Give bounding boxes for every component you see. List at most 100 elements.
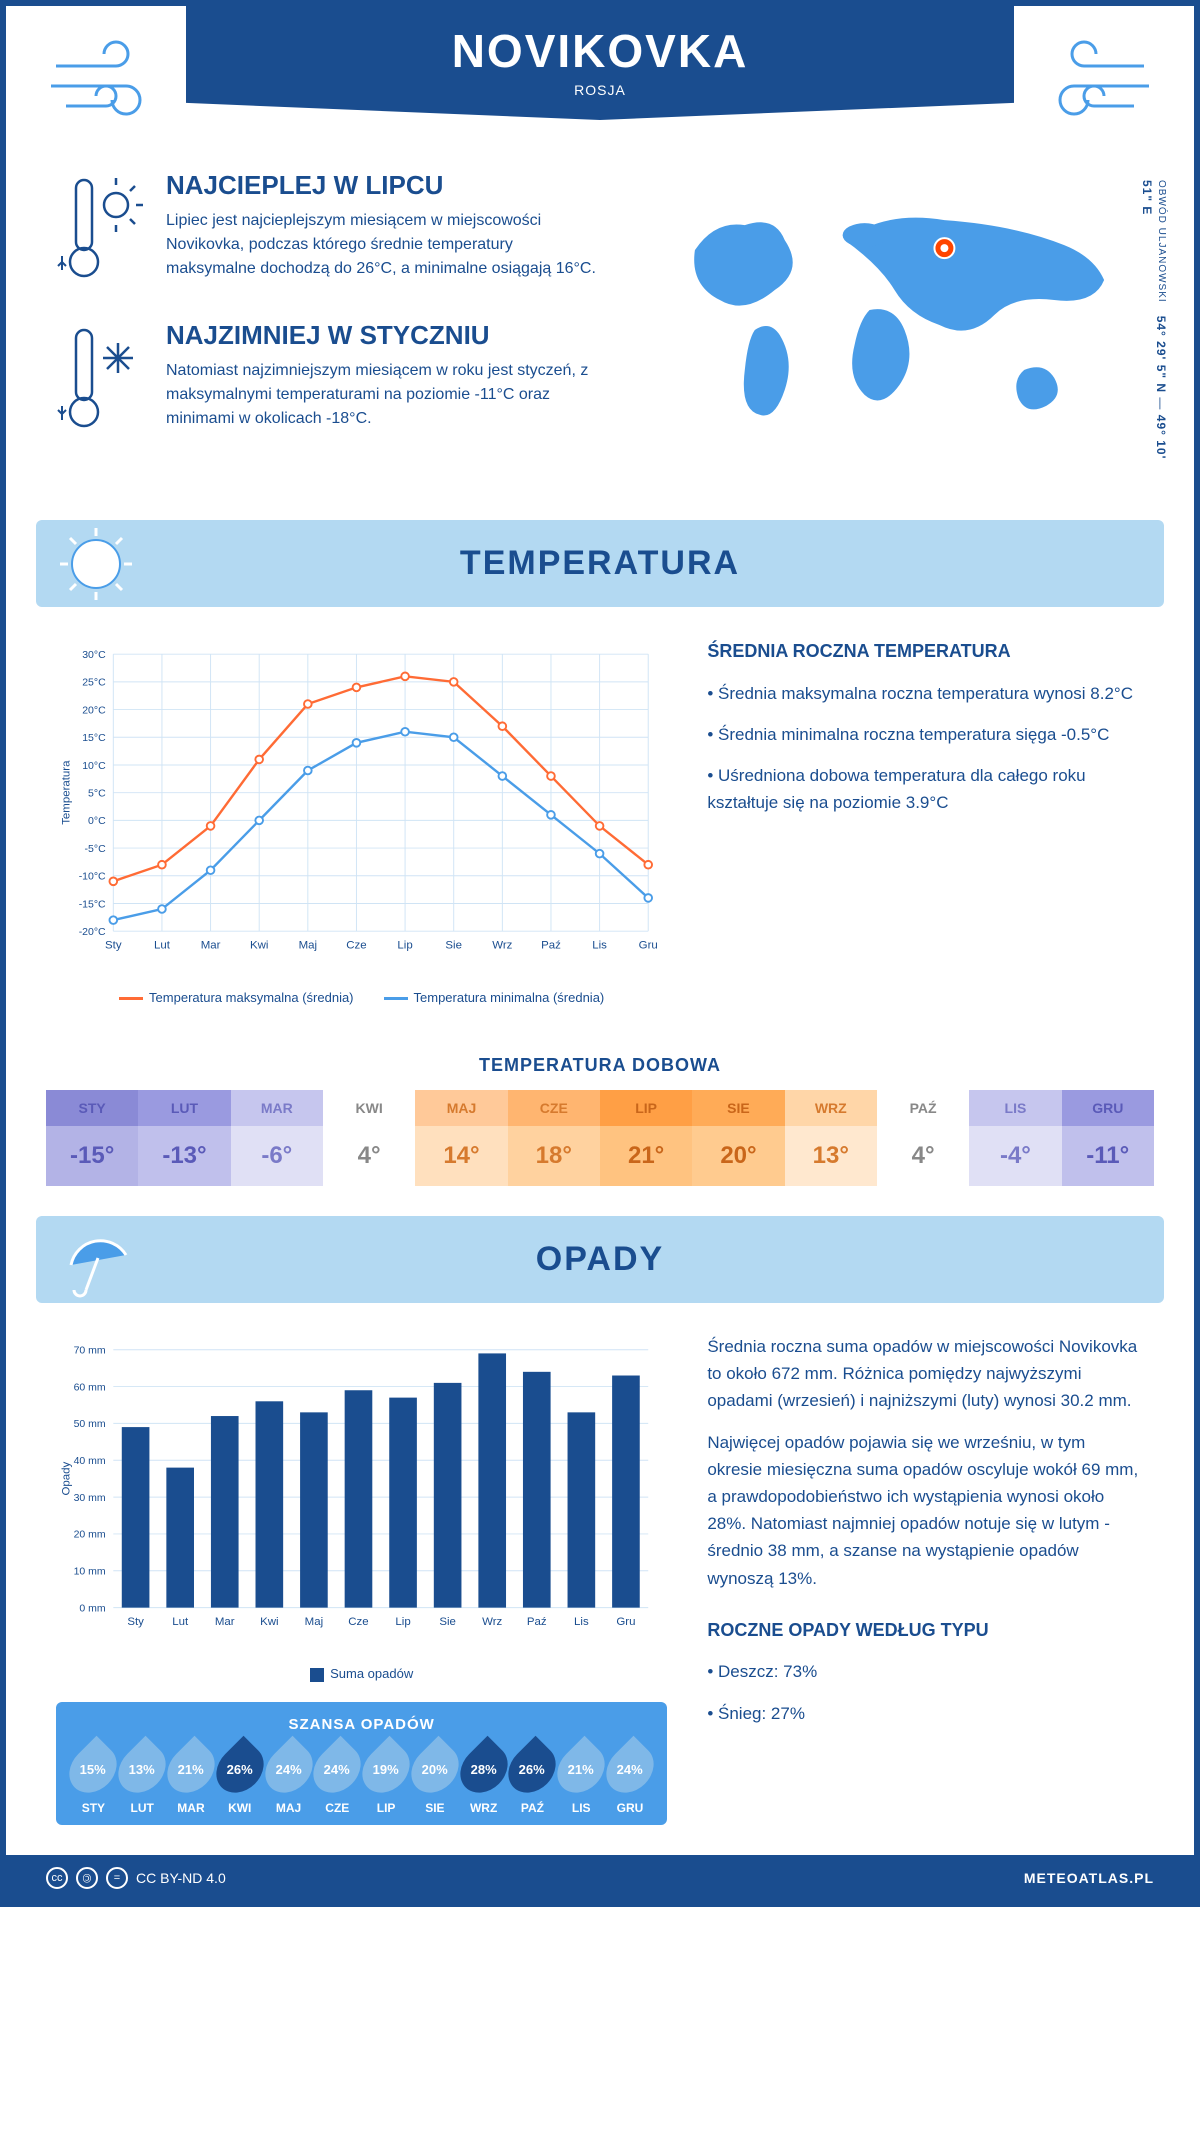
fact-warmest: NAJCIEPLEJ W LIPCU Lipiec jest najcieple… <box>56 170 605 290</box>
fact-warmest-text: Lipiec jest najcieplejszym miesiącem w m… <box>166 209 605 281</box>
precip-summary: Średnia roczna suma opadów w miejscowośc… <box>707 1333 1144 1825</box>
svg-text:-20°C: -20°C <box>79 926 106 938</box>
chance-drop: 24% CZE <box>316 1743 359 1815</box>
title-banner: NOVIKOVKA ROSJA <box>186 6 1014 120</box>
section-temperature-header: TEMPERATURA <box>36 520 1164 607</box>
svg-text:Sty: Sty <box>105 939 122 951</box>
chance-drop: 15% STY <box>72 1743 115 1815</box>
temperature-line-chart: -20°C -15°C -10°C -5°C 0°C 5°C 10°C 15°C 20°C 25°… <box>56 637 667 1005</box>
sun-icon <box>56 524 136 604</box>
svg-text:Gru: Gru <box>639 939 658 951</box>
chance-drop: 26% PAŹ <box>511 1743 554 1815</box>
svg-text:30 mm: 30 mm <box>74 1492 106 1504</box>
daily-cell: LIP 21° <box>600 1090 692 1186</box>
fact-coldest-title: NAJZIMNIEJ W STYCZNIU <box>166 320 605 351</box>
svg-text:Lip: Lip <box>397 939 412 951</box>
fact-coldest: NAJZIMNIEJ W STYCZNIU Natomiast najzimni… <box>56 320 605 440</box>
page: NOVIKOVKA ROSJA NAJCIEPLEJ W LIPCU <box>0 0 1200 1907</box>
coordinates: OBWÓD ULJANOWSKI 54° 29' 5" N — 49° 10' … <box>1140 180 1168 470</box>
license: cc 🄯 = CC BY-ND 4.0 <box>46 1867 226 1889</box>
daily-cell: CZE 18° <box>508 1090 600 1186</box>
svg-text:Lis: Lis <box>574 1616 589 1628</box>
chance-drop: 24% MAJ <box>267 1743 310 1815</box>
svg-text:10 mm: 10 mm <box>74 1566 106 1578</box>
fact-coldest-text: Natomiast najzimniejszym miesiącem w rok… <box>166 359 605 431</box>
chance-drop: 19% LIP <box>365 1743 408 1815</box>
precip-chance-panel: SZANSA OPADÓW 15% STY 13% LUT 21% MAR 26… <box>56 1702 667 1825</box>
svg-text:Gru: Gru <box>616 1616 635 1628</box>
daily-cell: MAR -6° <box>231 1090 323 1186</box>
daily-cell: WRZ 13° <box>785 1090 877 1186</box>
svg-text:-5°C: -5°C <box>85 843 107 855</box>
daily-cell: GRU -11° <box>1062 1090 1154 1186</box>
umbrella-icon <box>56 1220 136 1300</box>
world-map <box>645 170 1144 450</box>
svg-text:70 mm: 70 mm <box>74 1345 106 1357</box>
svg-text:5°C: 5°C <box>88 787 106 799</box>
svg-text:20°C: 20°C <box>82 704 106 716</box>
svg-text:Lut: Lut <box>172 1616 189 1628</box>
svg-text:Wrz: Wrz <box>482 1616 502 1628</box>
daily-cell: PAŹ 4° <box>877 1090 969 1186</box>
thermometer-cold-icon <box>56 320 146 440</box>
svg-text:60 mm: 60 mm <box>74 1381 106 1393</box>
daily-cell: LIS -4° <box>969 1090 1061 1186</box>
svg-text:Kwi: Kwi <box>260 1616 278 1628</box>
svg-text:Maj: Maj <box>299 939 317 951</box>
svg-text:Sty: Sty <box>127 1616 144 1628</box>
site-name: METEOATLAS.PL <box>1024 1870 1154 1886</box>
svg-text:Maj: Maj <box>305 1616 323 1628</box>
daily-cell: LUT -13° <box>138 1090 230 1186</box>
svg-text:Lut: Lut <box>154 939 171 951</box>
chance-drop: 20% SIE <box>413 1743 456 1815</box>
svg-text:Lip: Lip <box>395 1616 410 1628</box>
temperature-summary: ŚREDNIA ROCZNA TEMPERATURA • Średnia mak… <box>707 637 1144 1005</box>
svg-text:0 mm: 0 mm <box>79 1602 106 1614</box>
svg-text:Paź: Paź <box>541 939 561 951</box>
svg-text:-15°C: -15°C <box>79 898 106 910</box>
svg-text:Mar: Mar <box>215 1616 235 1628</box>
svg-text:0°C: 0°C <box>88 815 106 827</box>
chance-drop: 26% KWI <box>218 1743 261 1815</box>
intro-row: NAJCIEPLEJ W LIPCU Lipiec jest najcieple… <box>6 150 1194 500</box>
svg-text:Paź: Paź <box>527 1616 547 1628</box>
fact-warmest-title: NAJCIEPLEJ W LIPCU <box>166 170 605 201</box>
footer: cc 🄯 = CC BY-ND 4.0 METEOATLAS.PL <box>6 1855 1194 1901</box>
chance-drop: 21% LIS <box>560 1743 603 1815</box>
chance-drop: 13% LUT <box>121 1743 164 1815</box>
chance-drop: 28% WRZ <box>462 1743 505 1815</box>
daily-cell: KWI 4° <box>323 1090 415 1186</box>
precip-bar-chart: 0 mm 10 mm 20 mm 30 mm 40 mm 50 mm 60 mm 70 mm S… <box>56 1333 667 1682</box>
svg-text:Cze: Cze <box>348 1616 368 1628</box>
svg-text:20 mm: 20 mm <box>74 1529 106 1541</box>
daily-cell: STY -15° <box>46 1090 138 1186</box>
nd-icon: = <box>106 1867 128 1889</box>
svg-text:15°C: 15°C <box>82 732 106 744</box>
svg-text:Opady: Opady <box>60 1462 72 1496</box>
by-icon: 🄯 <box>76 1867 98 1889</box>
wind-icon-left <box>46 36 166 126</box>
svg-text:Mar: Mar <box>201 939 221 951</box>
svg-text:Temperatura: Temperatura <box>60 760 72 825</box>
chance-drop: 21% MAR <box>170 1743 213 1815</box>
cc-icon: cc <box>46 1867 68 1889</box>
daily-cell: MAJ 14° <box>415 1090 507 1186</box>
svg-text:Wrz: Wrz <box>492 939 512 951</box>
daily-temp-title: TEMPERATURA DOBOWA <box>6 1055 1194 1076</box>
city-name: NOVIKOVKA <box>186 24 1014 78</box>
svg-text:25°C: 25°C <box>82 677 106 689</box>
svg-text:10°C: 10°C <box>82 760 106 772</box>
svg-text:Sie: Sie <box>439 1616 456 1628</box>
wind-icon-right <box>1034 36 1154 126</box>
svg-text:-10°C: -10°C <box>79 871 106 883</box>
svg-text:Cze: Cze <box>346 939 366 951</box>
svg-text:Kwi: Kwi <box>250 939 268 951</box>
svg-text:Sie: Sie <box>445 939 462 951</box>
daily-cell: SIE 20° <box>692 1090 784 1186</box>
temp-chart-legend: Temperatura maksymalna (średnia) Tempera… <box>56 990 667 1005</box>
chance-drop: 24% GRU <box>609 1743 652 1815</box>
svg-text:50 mm: 50 mm <box>74 1418 106 1430</box>
precip-chart-legend: Suma opadów <box>56 1666 667 1682</box>
svg-text:40 mm: 40 mm <box>74 1455 106 1467</box>
svg-text:30°C: 30°C <box>82 649 106 661</box>
